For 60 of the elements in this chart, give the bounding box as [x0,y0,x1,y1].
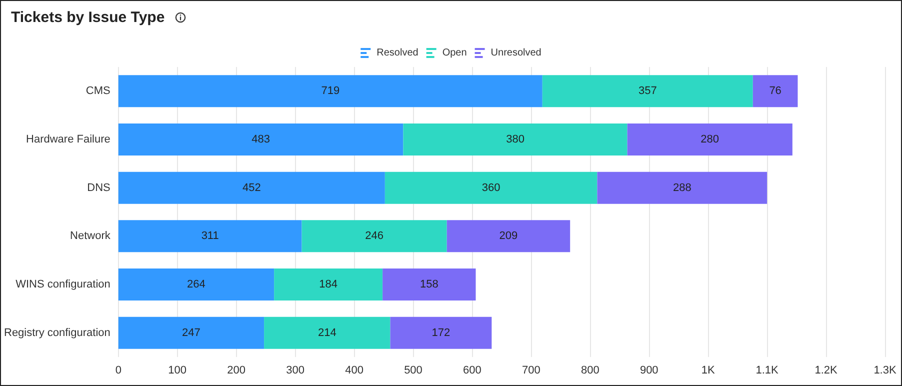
data-label: 360 [482,182,500,194]
chart-title: Tickets by Issue Type [11,9,165,26]
y-tick-label: Hardware Failure [26,134,110,146]
data-label: 357 [638,85,657,98]
x-tick-label: 1.2K [814,364,838,376]
bar [752,75,798,108]
data-label: 76 [769,85,782,98]
data-label: 172 [432,326,450,339]
x-tick-label: 200 [227,364,246,376]
bar [118,316,264,349]
bar [384,172,598,204]
x-tick-label: 500 [404,364,422,376]
y-tick-label: WINS configuration [16,278,110,290]
bar [118,172,385,204]
bar [302,220,447,252]
data-label: 184 [319,278,338,290]
x-tick-label: 900 [640,364,658,376]
x-tick-label: 400 [345,364,364,376]
data-label: 380 [506,134,524,146]
data-label: 214 [318,326,336,339]
bar [390,316,492,349]
data-label: 280 [700,134,720,146]
bar [118,268,274,300]
bar [627,124,792,156]
legend-label: Open [442,48,467,58]
x-tick-label: 100 [168,364,187,376]
bar [264,316,390,349]
data-label: 246 [365,230,384,242]
bar [597,172,768,204]
bar [118,124,404,156]
y-tick-label: DNS [87,182,110,194]
x-tick-label: 300 [286,364,304,376]
data-label: 483 [252,134,270,146]
data-label: 158 [420,278,438,290]
bar [446,220,570,252]
data-label: 288 [672,182,692,194]
x-tick-label: 1K [701,364,716,376]
bar [382,268,476,300]
legend-label: Unresolved [490,48,542,58]
data-label: 719 [321,85,340,98]
x-tick-label: 0 [115,364,122,376]
x-tick-label: 1.1K [756,364,780,376]
y-tick-label: Registry configuration [4,326,110,339]
bar [403,124,628,156]
data-label: 311 [201,230,219,242]
x-tick-label: 800 [580,364,600,376]
data-label: 209 [499,230,518,242]
y-tick-label: Network [70,230,111,242]
bar [274,268,383,300]
data-label: 247 [182,326,200,339]
bar [542,75,753,108]
bar [118,75,542,108]
legend-label: Resolved [376,48,418,58]
x-tick-label: 600 [463,364,482,376]
x-tick-label: 700 [522,364,540,376]
y-tick-label: CMS [86,85,110,98]
data-label: 264 [187,278,206,290]
bar [118,220,302,252]
data-label: 452 [242,182,261,194]
x-tick-label: 1.3K [874,364,897,376]
